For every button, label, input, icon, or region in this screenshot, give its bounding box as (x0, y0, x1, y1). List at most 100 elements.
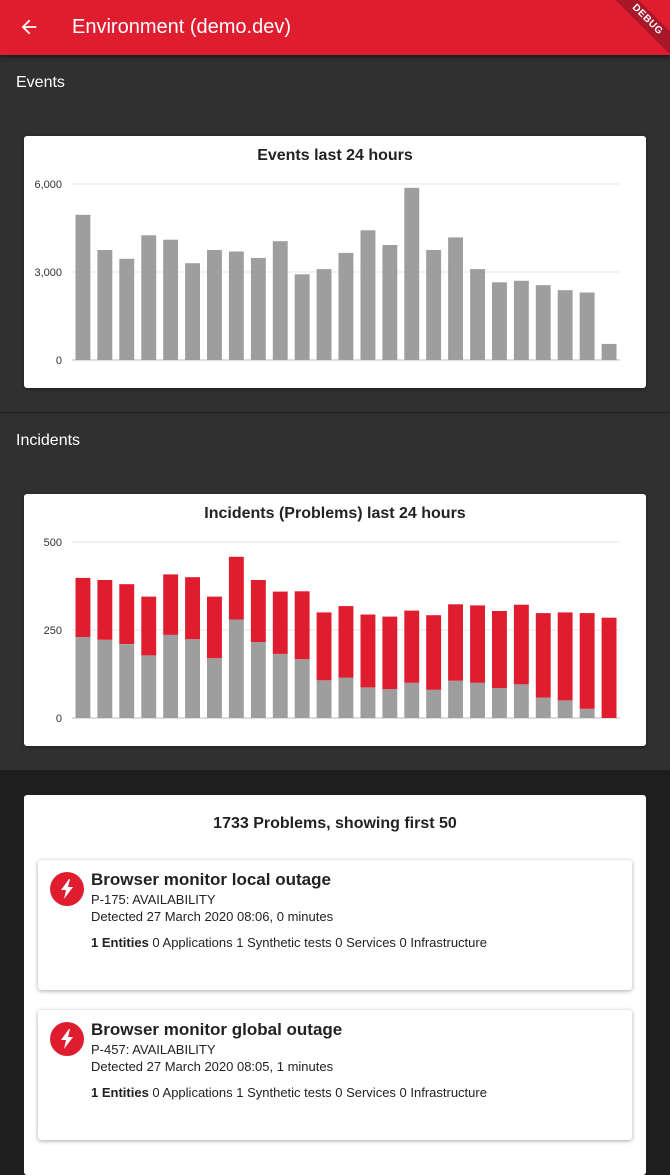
bar-stacked (250, 580, 266, 642)
problem-entities-breakdown: 0 Applications 1 Synthetic tests 0 Servi… (148, 1085, 487, 1100)
bar-primary (338, 677, 354, 718)
app-bar: Environment (demo.dev) DEBUG (0, 0, 670, 55)
bar-primary (338, 252, 354, 360)
bar-primary (557, 700, 573, 718)
bar-primary (513, 684, 529, 718)
bar-primary (448, 237, 463, 360)
bar-stacked (382, 616, 398, 690)
bar-primary (141, 235, 157, 360)
incidents-section-label: Incidents (16, 432, 81, 449)
bar-primary (579, 292, 595, 360)
events-chart: Events last 24 hours 0 3,000 6,000 (34, 147, 620, 367)
bar-stacked (448, 604, 463, 681)
bar-primary (535, 285, 551, 360)
bar-stacked (97, 580, 113, 640)
bar-primary (163, 239, 179, 360)
problem-entities: 1 Entities 0 Applications 1 Synthetic te… (91, 1085, 487, 1100)
bar-primary (272, 653, 288, 718)
bar-stacked (163, 574, 179, 635)
bar-primary (557, 290, 573, 360)
bar-primary (316, 680, 332, 718)
bar-stacked (601, 617, 617, 718)
arrow-left-icon (21, 19, 37, 35)
debug-banner: DEBUG (609, 0, 670, 55)
bar-primary (163, 634, 179, 718)
bar-stacked (338, 606, 354, 678)
problem-title: Browser monitor global outage (91, 1020, 343, 1039)
problem-entities: 1 Entities 0 Applications 1 Synthetic te… (91, 935, 487, 950)
bar-stacked (272, 591, 288, 654)
bar-primary (382, 245, 398, 360)
bar-primary (75, 214, 91, 360)
problem-detected: Detected 27 March 2020 08:06, 0 minutes (91, 909, 334, 924)
bar-primary (535, 697, 551, 718)
problem-entities-breakdown: 0 Applications 1 Synthetic tests 0 Servi… (148, 935, 487, 950)
bar-primary (360, 687, 376, 718)
y-tick-label: 6,000 (34, 179, 62, 191)
bar-primary (470, 682, 485, 718)
bar-primary (228, 619, 244, 718)
problem-entities-count: 1 Entities (91, 935, 149, 950)
problem-id: P-175: AVAILABILITY (91, 892, 216, 907)
bar-primary (185, 639, 200, 718)
bar-primary (492, 688, 507, 718)
bar-primary (185, 263, 200, 360)
bar-stacked (360, 614, 376, 688)
bar-primary (360, 230, 376, 360)
y-tick-label: 250 (44, 625, 62, 637)
problems-card: 1733 Problems, showing first 50 Browser … (24, 795, 646, 1175)
bar-primary (119, 258, 135, 360)
bar-stacked (75, 577, 91, 637)
problem-item[interactable]: Browser monitor local outage P-175: AVAI… (38, 860, 632, 990)
bar-primary (601, 343, 617, 360)
problem-id: P-457: AVAILABILITY (91, 1042, 216, 1057)
problems-header: 1733 Problems, showing first 50 (213, 815, 457, 832)
bar-stacked (535, 613, 551, 698)
events-section: Events Events last 24 hours 0 3,000 6,000 (0, 55, 670, 412)
y-tick-label: 500 (44, 537, 62, 549)
bar-primary (97, 639, 113, 718)
bar-primary (426, 250, 442, 360)
bar-stacked (404, 610, 420, 683)
bar-stacked (228, 556, 244, 620)
bar-primary (316, 269, 332, 360)
bar-primary (513, 280, 529, 360)
bar-stacked (492, 611, 507, 689)
y-tick-label: 0 (56, 355, 62, 367)
bar-primary (228, 251, 244, 360)
bar-primary (404, 187, 420, 360)
y-tick-label: 3,000 (34, 267, 62, 279)
bar-primary (97, 250, 113, 360)
bar-stacked (294, 591, 310, 660)
bar-stacked (119, 584, 135, 644)
problem-entities-count: 1 Entities (91, 1085, 149, 1100)
problem-status-icon (50, 872, 84, 906)
bar-primary (470, 269, 485, 360)
bar-stacked (316, 612, 332, 681)
problem-item[interactable]: Browser monitor global outage P-457: AVA… (38, 1010, 632, 1140)
bar-primary (294, 659, 310, 718)
bar-primary (250, 257, 266, 360)
chart-title: Events last 24 hours (257, 147, 413, 164)
bar-primary (294, 274, 310, 360)
bar-stacked (470, 605, 485, 683)
bar-primary (426, 689, 442, 718)
page-title: Environment (demo.dev) (72, 16, 291, 38)
bar-primary (250, 642, 266, 718)
bar-stacked (513, 604, 529, 685)
bar-stacked (185, 577, 200, 640)
events-section-label: Events (16, 74, 65, 91)
bar-stacked (141, 596, 157, 656)
incidents-chart-card: Incidents (Problems) last 24 hours 0 250 50… (24, 494, 646, 746)
bar-stacked (579, 613, 595, 709)
bar-primary (141, 655, 157, 718)
back-button[interactable] (14, 12, 44, 42)
lightning-bolt-icon (61, 879, 73, 899)
bar-primary (492, 282, 507, 360)
bar-stacked (207, 596, 222, 659)
bar-primary (382, 689, 398, 718)
events-chart-card: Events last 24 hours 0 3,000 6,000 (24, 136, 646, 388)
bar-primary (272, 241, 288, 360)
bar-stacked (426, 615, 442, 690)
bar-primary (207, 658, 222, 718)
